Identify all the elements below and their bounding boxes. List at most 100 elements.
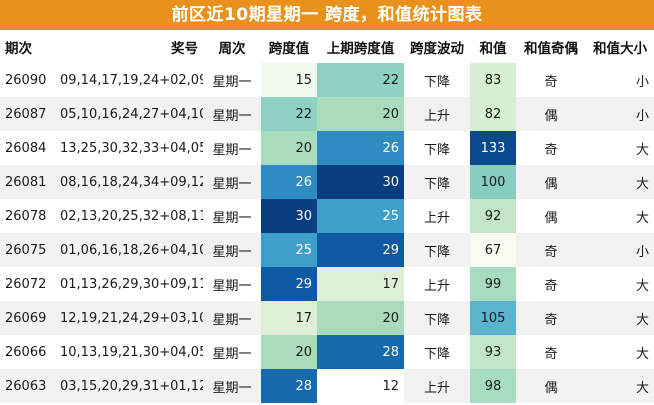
cell-numbers: 13,25,30,32,33+04,05: [60, 140, 203, 156]
table-row: 26078 02,13,20,25,32+08,11 星期一 30 25 上升 92 偶 大: [0, 199, 654, 233]
cell-prev-span: 25: [317, 199, 404, 233]
chart-title: 前区近10期星期一 跨度，和值统计图表: [0, 0, 654, 30]
cell-parity: 偶: [516, 369, 586, 403]
cell-sum: 105: [470, 301, 516, 335]
col-header-span: 跨度值: [261, 30, 317, 63]
cell-weekday: 星期一: [212, 278, 252, 294]
cell-numbers: 01,13,26,29,30+09,11: [60, 276, 203, 292]
table-row: 26066 10,13,19,21,30+04,05 星期一 20 28 下降 93 奇 大: [0, 335, 654, 369]
cell-period: 26072: [5, 276, 47, 292]
cell-parity: 奇: [544, 346, 558, 362]
cell-numbers: 03,15,20,29,31+01,12: [55, 369, 203, 403]
cell-span: 15: [261, 63, 317, 97]
cell-weekday: 星期一: [212, 142, 252, 158]
cell-trend: 下降: [404, 233, 470, 267]
cell-parity: 奇: [544, 142, 558, 158]
cell-span: 30: [261, 199, 317, 233]
cell-period: 26078: [5, 208, 47, 224]
cell-weekday: 星期一: [203, 301, 261, 335]
cell-period: 26090: [5, 72, 47, 88]
cell-sum: 82: [470, 97, 516, 131]
cell-numbers: 12,19,21,24,29+03,10: [55, 301, 203, 335]
table-row: 26075 01,06,16,18,26+04,10 星期一 25 29 下降 67 奇小: [0, 233, 654, 267]
cell-size: 小: [635, 74, 649, 90]
table-row: 26084 13,25,30,32,33+04,05 星期一 20 26 下降 133 奇 大: [0, 131, 654, 165]
table-row: 26087 05,10,16,24,27+04,10 星期一 22 20 上升 82 偶小: [0, 97, 654, 131]
cell-parity: 偶: [516, 165, 586, 199]
cell-parity: 奇: [516, 233, 586, 267]
cell-prev-span: 17: [317, 267, 404, 301]
cell-trend: 上升: [423, 210, 450, 226]
cell-prev-span: 29: [317, 233, 404, 267]
cell-parity: 偶: [516, 97, 586, 131]
cell-span: 22: [261, 97, 317, 131]
cell-span: 20: [261, 335, 317, 369]
cell-prev-span: 22: [317, 63, 404, 97]
cell-period: 26063: [0, 369, 55, 403]
cell-prev-span: 30: [317, 165, 404, 199]
cell-sum: 92: [470, 199, 516, 233]
table-row: 26072 01,13,26,29,30+09,11 星期一 29 17 上升 99 奇 大: [0, 267, 654, 301]
cell-period: 26069: [0, 301, 55, 335]
cell-span: 29: [261, 267, 317, 301]
cell-span: 20: [261, 131, 317, 165]
cell-trend: 下降: [423, 346, 450, 362]
cell-parity: 奇: [544, 278, 558, 294]
cell-size: 小: [586, 97, 654, 131]
cell-numbers: 05,10,16,24,27+04,10: [55, 97, 203, 131]
cell-span: 26: [261, 165, 317, 199]
col-header-weekday: 周次: [203, 30, 261, 63]
cell-size: 大: [586, 301, 654, 335]
cell-parity: 奇: [516, 301, 586, 335]
col-header-size: 和值大小: [586, 30, 654, 63]
cell-weekday: 星期一: [203, 233, 261, 267]
cell-span: 17: [261, 301, 317, 335]
cell-sum: 83: [470, 63, 516, 97]
col-header-numbers: 奖号: [55, 30, 203, 63]
cell-size: 大: [586, 369, 654, 403]
cell-trend: 下降: [423, 74, 450, 90]
cell-weekday: 星期一: [212, 74, 252, 90]
cell-weekday: 星期一: [203, 369, 261, 403]
cell-size: 大: [635, 346, 649, 362]
cell-size: 小: [586, 233, 654, 267]
cell-period: 26075: [0, 233, 55, 267]
cell-weekday: 星期一: [212, 210, 252, 226]
cell-size: 大: [635, 142, 649, 158]
table-row: 26090 09,14,17,19,24+02,09 星期一 15 22 下降 83 奇 小: [0, 63, 654, 97]
cell-prev-span: 12: [317, 369, 404, 403]
cell-prev-span: 28: [317, 335, 404, 369]
cell-size: 大: [635, 278, 649, 294]
cell-trend: 下降: [404, 301, 470, 335]
cell-trend: 上升: [404, 369, 470, 403]
cell-sum: 93: [470, 335, 516, 369]
cell-prev-span: 20: [317, 301, 404, 335]
cell-sum: 99: [470, 267, 516, 301]
col-header-period: 期次: [0, 30, 55, 63]
stats-table: 期次 奖号 周次 跨度值 上期跨度值 跨度波动 和值 和值奇偶 和值大小 260…: [0, 30, 654, 403]
cell-parity: 偶: [544, 210, 558, 226]
cell-sum: 67: [470, 233, 516, 267]
cell-numbers: 01,06,16,18,26+04,10: [55, 233, 203, 267]
col-header-prev-span: 上期跨度值: [317, 30, 404, 63]
cell-sum: 133: [470, 131, 516, 165]
cell-trend: 下降: [423, 142, 450, 158]
cell-weekday: 星期一: [203, 97, 261, 131]
col-header-sum: 和值: [470, 30, 516, 63]
cell-sum: 100: [470, 165, 516, 199]
header-row: 期次 奖号 周次 跨度值 上期跨度值 跨度波动 和值 和值奇偶 和值大小: [0, 30, 654, 63]
cell-size: 大: [635, 210, 649, 226]
cell-numbers: 08,16,18,24,34+09,12: [55, 165, 203, 199]
col-header-parity: 和值奇偶: [516, 30, 586, 63]
col-header-trend: 跨度波动: [404, 30, 470, 63]
cell-weekday: 星期一: [203, 165, 261, 199]
cell-weekday: 星期一: [212, 346, 252, 362]
table-row: 26081 08,16,18,24,34+09,12 星期一 26 30 下降 100 偶大: [0, 165, 654, 199]
cell-trend: 上升: [423, 278, 450, 294]
cell-numbers: 02,13,20,25,32+08,11: [60, 208, 203, 224]
cell-period: 26084: [5, 140, 47, 156]
cell-period: 26066: [5, 344, 47, 360]
cell-size: 大: [586, 165, 654, 199]
cell-trend: 上升: [404, 97, 470, 131]
cell-numbers: 09,14,17,19,24+02,09: [60, 72, 203, 88]
